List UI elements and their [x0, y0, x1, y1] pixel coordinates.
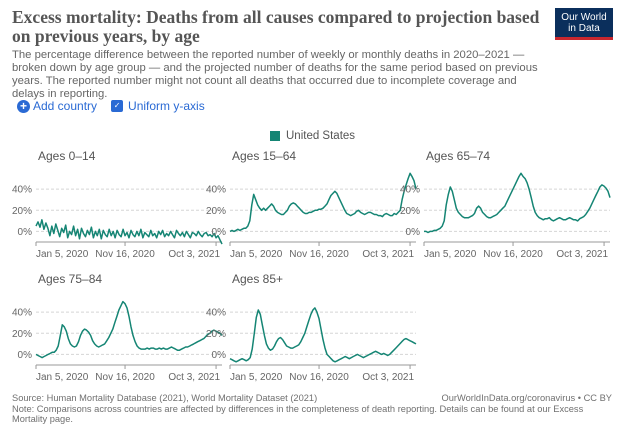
chart-panel: Ages 75–84 0% 20% 40% Jan 5, 2020 Nov 16, 202…: [12, 272, 223, 383]
uniform-y-axis-label: Uniform y-axis: [128, 99, 205, 113]
y-tick-label: 40%: [206, 308, 226, 319]
legend-swatch: [270, 131, 280, 141]
panel-title: Ages 85+: [232, 272, 283, 286]
x-tick-label: Jan 5, 2020: [424, 249, 477, 260]
y-tick-label: 0%: [18, 350, 33, 361]
panel-title: Ages 75–84: [38, 272, 102, 286]
panel-title: Ages 65–74: [426, 149, 490, 163]
series-line: [35, 219, 223, 245]
logo-line-1: Our World: [561, 12, 607, 23]
chart-panel: Ages 65–74 0% 20% 40% Jan 5, 2020 Nov 16, 202…: [400, 149, 611, 260]
x-tick-label: Oct 3, 2021: [362, 372, 414, 383]
plus-icon: +: [17, 99, 30, 113]
add-country-label: Add country: [33, 99, 98, 113]
y-tick-label: 20%: [12, 329, 32, 340]
y-tick-label: 20%: [206, 329, 226, 340]
logo-line-2: in Data: [568, 23, 600, 34]
uniform-y-axis-toggle[interactable]: ✓ Uniform y-axis: [111, 99, 205, 113]
chart-controls: + Add country ✓ Uniform y-axis: [17, 99, 205, 113]
x-tick-label: Oct 3, 2021: [362, 249, 414, 260]
chart-panel: Ages 85+ 0% 20% 40% Jan 5, 2020 Nov 16, 2020 O…: [206, 272, 417, 383]
checkbox-checked-icon[interactable]: ✓: [111, 100, 124, 112]
add-country-button[interactable]: + Add country: [17, 99, 97, 113]
series-line: [35, 300, 223, 359]
x-tick-label: Jan 5, 2020: [230, 372, 283, 383]
y-tick-label: 40%: [400, 185, 420, 196]
x-tick-label: Jan 5, 2020: [230, 249, 283, 260]
y-tick-label: 40%: [12, 308, 32, 319]
x-tick-label: Oct 3, 2021: [168, 372, 220, 383]
legend-label: United States: [286, 130, 356, 142]
x-tick-label: Nov 16, 2020: [289, 249, 349, 260]
chart-title: Excess mortality: Deaths from all causes…: [12, 7, 540, 46]
y-tick-label: 0%: [18, 227, 33, 238]
chart-subtitle: The percentage difference between the re…: [12, 49, 538, 100]
y-tick-label: 20%: [12, 206, 32, 217]
x-tick-label: Nov 16, 2020: [289, 372, 349, 383]
panel-title: Ages 0–14: [38, 149, 96, 163]
series-line: [424, 172, 611, 234]
source-url-link[interactable]: OurWorldInData.org/coronavirus • CC BY: [441, 393, 613, 403]
chart-header: Excess mortality: Deaths from all causes…: [12, 8, 547, 101]
x-tick-label: Nov 16, 2020: [95, 249, 155, 260]
chart-panel: Ages 15–64 0% 20% 40% Jan 5, 2020 Nov 16, 202…: [206, 149, 417, 260]
x-tick-label: Oct 3, 2021: [168, 249, 220, 260]
x-tick-label: Jan 5, 2020: [36, 372, 89, 383]
note-text: Note: Comparisons across countries are a…: [12, 403, 584, 425]
chart-footer: Source: Human Mortality Database (2021),…: [12, 393, 612, 425]
y-tick-label: 40%: [206, 185, 226, 196]
series-line: [229, 172, 417, 233]
chart-legend[interactable]: United States: [270, 130, 355, 142]
y-tick-label: 0%: [406, 227, 421, 238]
source-text: Source: Human Mortality Database (2021),…: [12, 393, 318, 403]
chart-panel: Ages 0–14 0% 20% 40% Jan 5, 2020 Nov 16, 2020…: [12, 149, 223, 260]
panel-title: Ages 15–64: [232, 149, 296, 163]
x-tick-label: Jan 5, 2020: [36, 249, 89, 260]
x-tick-label: Nov 16, 2020: [95, 372, 155, 383]
y-tick-label: 0%: [212, 350, 227, 361]
x-tick-label: Oct 3, 2021: [556, 249, 608, 260]
y-tick-label: 20%: [400, 206, 420, 217]
y-tick-label: 20%: [206, 206, 226, 217]
x-tick-label: Nov 16, 2020: [483, 249, 543, 260]
series-line: [229, 307, 417, 363]
owid-logo[interactable]: Our World in Data: [555, 8, 613, 40]
y-tick-label: 40%: [12, 185, 32, 196]
y-tick-label: 0%: [212, 227, 227, 238]
